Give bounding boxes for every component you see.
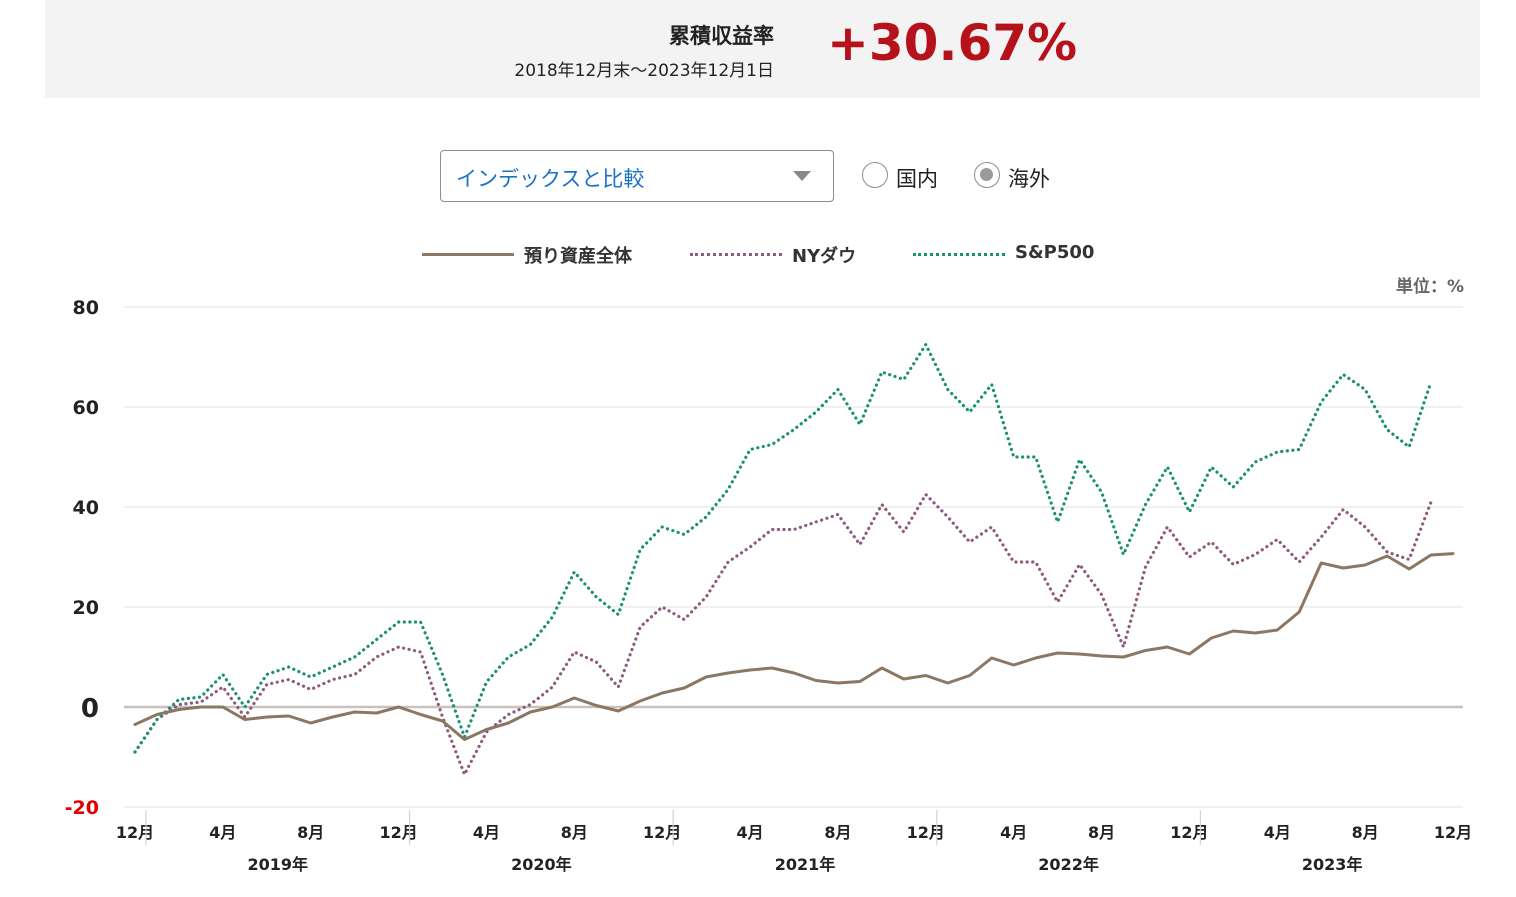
x-tick-label: 8月 xyxy=(824,823,851,842)
comparison-select[interactable]: インデックスと比較 xyxy=(440,150,834,202)
summary-title: 累積収益率 xyxy=(669,24,774,48)
comparison-select-value: インデックスと比較 xyxy=(456,167,645,191)
x-tick-label: 4月 xyxy=(736,823,763,842)
x-tick-label: 8月 xyxy=(561,823,588,842)
x-tick-label: 12月 xyxy=(379,823,417,842)
chart-legend: 預り資産全体 NYダウ S&P500 xyxy=(0,240,1516,270)
unit-label: 単位：% xyxy=(1395,277,1464,297)
y-tick-label: 60 xyxy=(73,397,99,419)
cumulative-return-value: +30.67% xyxy=(827,14,1078,72)
x-year-label: 2023年 xyxy=(1302,855,1363,874)
summary-panel: 累積収益率 2018年12月末〜2023年12月1日 +30.67% xyxy=(45,0,1480,98)
y-tick-label: 20 xyxy=(73,597,99,619)
chevron-down-icon xyxy=(793,171,811,181)
chart-controls: インデックスと比較 国内 海外 xyxy=(0,148,1516,206)
radio-domestic-label: 国内 xyxy=(896,167,938,191)
legend-label-nydow: NYダウ xyxy=(792,246,857,267)
legend-label-sp500: S&P500 xyxy=(1015,242,1095,263)
x-year-label: 2020年 xyxy=(511,855,572,874)
y-tick-label: -20 xyxy=(65,797,99,819)
radio-overseas-label: 海外 xyxy=(1008,167,1050,191)
legend-swatch-nydow xyxy=(690,253,782,256)
summary-period: 2018年12月末〜2023年12月1日 xyxy=(514,61,774,81)
y-tick-label: 0 xyxy=(81,694,99,724)
radio-unchecked-icon xyxy=(862,162,888,188)
x-tick-label: 8月 xyxy=(1352,823,1379,842)
x-tick-label: 12月 xyxy=(1434,823,1472,842)
series-line-sp500 xyxy=(133,342,1433,754)
y-tick-label: 80 xyxy=(73,297,99,319)
x-tick-label: 4月 xyxy=(473,823,500,842)
series-line-nydow xyxy=(133,492,1433,777)
series-line-total xyxy=(133,552,1455,741)
x-tick-label: 12月 xyxy=(643,823,681,842)
x-tick-label: 4月 xyxy=(1000,823,1027,842)
x-tick-label: 4月 xyxy=(209,823,236,842)
x-year-label: 2021年 xyxy=(775,855,836,874)
radio-checked-icon xyxy=(974,162,1000,188)
x-tick-label: 4月 xyxy=(1264,823,1291,842)
x-year-label: 2022年 xyxy=(1038,855,1099,874)
legend-swatch-sp500 xyxy=(913,253,1005,256)
x-tick-label: 12月 xyxy=(1170,823,1208,842)
legend-label-total: 預り資産全体 xyxy=(524,246,632,267)
x-year-label: 2019年 xyxy=(248,855,309,874)
y-tick-label: 40 xyxy=(73,497,99,519)
x-tick-label: 8月 xyxy=(1088,823,1115,842)
x-tick-label: 12月 xyxy=(907,823,945,842)
legend-swatch-total xyxy=(422,253,514,256)
x-tick-label: 12月 xyxy=(116,823,154,842)
x-tick-label: 8月 xyxy=(297,823,324,842)
